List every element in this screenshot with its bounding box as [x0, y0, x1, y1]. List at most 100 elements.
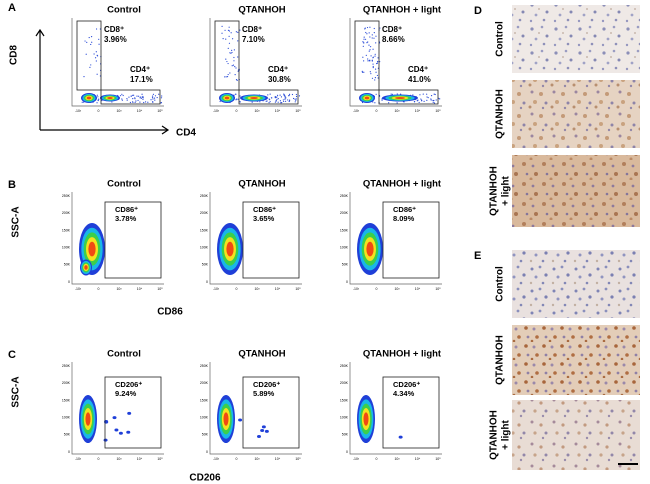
- event-dot: [132, 98, 134, 100]
- event-dot: [227, 73, 229, 76]
- y-axis-label: SSC-A: [11, 376, 22, 407]
- event-dot: [85, 53, 87, 55]
- event-dot: [288, 93, 291, 95]
- event-dot: [376, 62, 378, 64]
- event-dot: [422, 93, 424, 95]
- event-dot: [96, 73, 98, 75]
- event-dot: [154, 99, 156, 101]
- gate-name: CD8⁺: [382, 25, 402, 34]
- row-label: + light: [501, 175, 512, 205]
- x-tick-label: 10⁴: [137, 457, 143, 461]
- event-dot: [364, 38, 367, 40]
- event-dot: [231, 51, 233, 54]
- event-dot: [234, 65, 236, 68]
- event-dot: [98, 98, 100, 100]
- y-tick-label: 100K: [340, 416, 349, 420]
- event-dot: [289, 99, 291, 101]
- plot-title: QTANHOH + light: [363, 349, 442, 360]
- y-tick-label: 200K: [62, 381, 71, 385]
- event-dot: [379, 27, 381, 29]
- x-tick-label: 10⁵: [295, 287, 301, 291]
- x-tick-label: -10³: [213, 457, 220, 461]
- event-dot: [122, 94, 124, 97]
- event-dot: [274, 101, 277, 103]
- event-dot: [279, 100, 282, 102]
- row-label: + light: [501, 419, 512, 449]
- row-label: QTANHOH: [495, 89, 506, 139]
- tissue-image: [512, 80, 640, 148]
- event-dot: [228, 30, 231, 32]
- event-dot: [152, 101, 154, 103]
- event-dot: [434, 93, 436, 96]
- event-dot: [377, 77, 379, 79]
- y-tick-label: 50K: [342, 263, 349, 267]
- event-dot: [139, 101, 141, 103]
- y-tick-label: 200K: [200, 211, 209, 215]
- plot-title: QTANHOH + light: [363, 5, 442, 16]
- x-tick-label: 10⁴: [275, 109, 281, 113]
- x-tick-label: 0: [376, 457, 378, 461]
- event-dot: [282, 99, 284, 101]
- y-tick-label: 150K: [62, 228, 71, 232]
- panel-letter: C: [8, 349, 16, 361]
- event-dot: [371, 59, 373, 61]
- event-dot: [239, 95, 241, 97]
- event-dot: [367, 41, 369, 43]
- y-tick-label: 100K: [200, 246, 209, 250]
- x-tick-label: 10⁴: [415, 109, 421, 113]
- event-dot: [237, 40, 239, 42]
- event-dot: [267, 94, 269, 96]
- tissue-image: [512, 250, 640, 318]
- panel-letter: E: [474, 250, 481, 262]
- x-tick-label: 10⁴: [415, 457, 421, 461]
- gate-percent: 9.24%: [115, 389, 137, 398]
- y-tick-label: 100K: [200, 416, 209, 420]
- event-dot: [295, 98, 298, 100]
- event-dot: [143, 101, 145, 104]
- event-dot: [413, 101, 416, 103]
- gate-percent: 41.0%: [408, 75, 431, 84]
- event-dot: [435, 99, 437, 101]
- event-cluster: [264, 429, 269, 433]
- event-dot: [91, 41, 93, 43]
- event-dot: [373, 32, 375, 34]
- event-dot: [368, 32, 370, 34]
- x-tick-label: 10³: [254, 109, 260, 113]
- event-dot: [390, 93, 392, 95]
- gate-percent: 3.65%: [253, 214, 275, 223]
- event-dot: [137, 99, 139, 102]
- x-tick-label: 10³: [394, 287, 400, 291]
- density-contour: [394, 97, 406, 99]
- plot-axes: [349, 362, 442, 455]
- x-tick-label: -10³: [353, 457, 360, 461]
- plot-axes: [71, 18, 164, 107]
- gate-percent: 30.8%: [268, 75, 291, 84]
- event-dot: [156, 96, 158, 99]
- event-dot: [81, 101, 83, 103]
- event-dot: [433, 99, 435, 102]
- event-dot: [364, 27, 366, 29]
- event-dot: [277, 97, 279, 100]
- event-dot: [154, 95, 157, 97]
- event-cluster: [256, 434, 261, 438]
- event-dot: [151, 95, 154, 97]
- gate-name: CD206⁺: [115, 380, 142, 389]
- event-dot: [138, 95, 140, 97]
- event-dot: [288, 100, 290, 102]
- event-dot: [96, 102, 98, 104]
- event-dot: [232, 38, 234, 40]
- event-dot: [363, 71, 365, 73]
- event-cluster: [112, 416, 117, 420]
- event-dot: [423, 100, 425, 102]
- event-dot: [229, 52, 231, 54]
- event-dot: [374, 68, 377, 70]
- plot-axes: [71, 192, 164, 285]
- event-dot: [140, 96, 142, 98]
- event-cluster: [114, 428, 119, 432]
- event-dot: [375, 93, 377, 95]
- event-dot: [158, 93, 160, 95]
- event-cluster: [126, 430, 131, 434]
- x-tick-label: 10⁵: [157, 287, 163, 291]
- event-dot: [131, 101, 134, 103]
- y-tick-label: 150K: [62, 398, 71, 402]
